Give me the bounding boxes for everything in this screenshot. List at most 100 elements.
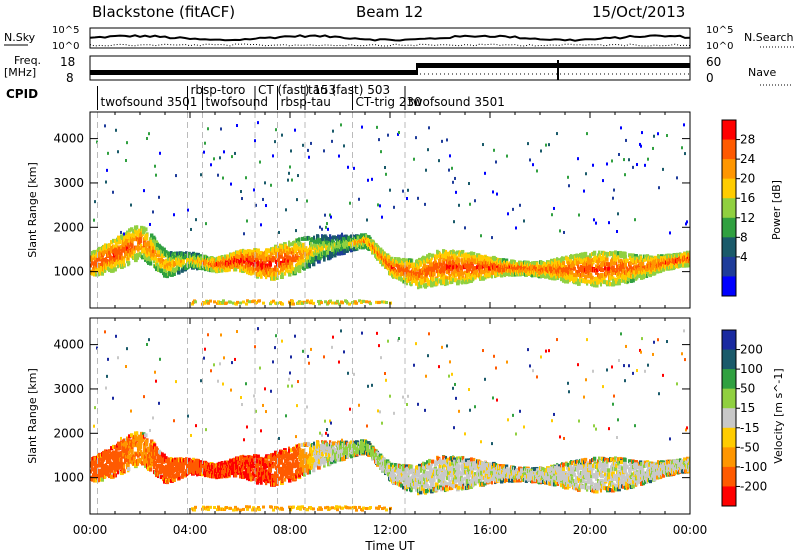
velocity-echo-cell: [131, 450, 134, 454]
power-echo-cell: [296, 198, 298, 201]
power-echo-cell: [265, 275, 267, 279]
power-echo-cell: [126, 141, 128, 144]
power-echo-cell: [260, 223, 262, 226]
velocity-echo-cell: [123, 465, 125, 469]
power-echo-cell: [274, 140, 276, 143]
power-echo-cell: [468, 182, 470, 185]
power-echo-cell: [347, 166, 349, 169]
power-echo-cell: [287, 179, 289, 182]
power-echo-cell: [369, 302, 372, 305]
power-echo-cell: [410, 259, 412, 263]
power-echo-cell: [578, 214, 580, 217]
power-echo-cell: [666, 134, 668, 137]
power-echo-cell: [149, 223, 151, 226]
power-echo-cell: [623, 158, 625, 161]
freq-trace-late: [417, 63, 690, 68]
power-echo-cell: [205, 222, 207, 225]
power-echo-cell: [385, 173, 387, 176]
power-echo-cell: [146, 234, 148, 238]
power-echo-cell: [458, 204, 460, 207]
nave-tick-high: 60: [706, 55, 721, 69]
power-echo-cell: [330, 216, 332, 219]
power-echo-cell: [320, 301, 323, 304]
freq-tick-high: 18: [60, 55, 75, 69]
power-echo-cell: [152, 210, 154, 213]
velocity-echo-cell: [136, 431, 138, 435]
power-echo-cell: [413, 158, 415, 161]
power-echo-cell: [647, 158, 649, 161]
power-echo-cell: [536, 169, 538, 172]
power-echo-cell: [265, 204, 267, 207]
power-echo-cell: [114, 267, 116, 271]
power-echo-cell: [636, 163, 638, 166]
nsky-trace: [90, 35, 690, 40]
power-echo-cell: [387, 134, 389, 137]
power-echo-cell: [233, 252, 235, 256]
power-echo-cell: [568, 184, 570, 187]
power-echo-cell: [605, 257, 609, 261]
power-echo-cell: [223, 150, 225, 153]
power-echo-cell: [309, 264, 311, 268]
power-echo-cell: [458, 263, 460, 267]
power-echo-cell: [652, 147, 654, 150]
power-echo-cell: [662, 168, 664, 171]
power-echo-cell: [281, 273, 284, 277]
power-echo-cell: [393, 206, 395, 209]
power-echo-cell: [236, 124, 238, 127]
nsky-tick-high: 10^5: [52, 25, 79, 36]
power-echo-cell: [384, 166, 386, 169]
velocity-echo-cell: [117, 470, 119, 474]
power-echo-cell: [659, 265, 661, 269]
power-echo-cell: [455, 191, 457, 194]
power-echo-cell: [331, 140, 333, 143]
power-echo-cell: [219, 156, 221, 159]
power-echo-cell: [658, 186, 660, 189]
power-echo-cell: [407, 189, 409, 192]
velocity-echo-cell: [114, 473, 116, 477]
power-echo-cell: [495, 160, 497, 163]
power-echo-cell: [408, 266, 410, 270]
power-echo-cell: [457, 257, 460, 261]
power-echo-cell: [470, 251, 473, 255]
velocity-echo-cell: [123, 468, 125, 472]
power-echo-cell: [259, 161, 261, 164]
power-echo-cell: [608, 221, 610, 224]
power-echo-cell: [572, 260, 574, 264]
power-echo-cell: [689, 251, 692, 255]
power-echo-cell: [117, 150, 119, 153]
beam-label: Beam 12: [356, 3, 423, 21]
power-echo-cell: [130, 204, 132, 207]
velocity-echo-cell: [104, 330, 106, 333]
power-echo-cell: [361, 126, 363, 129]
power-echo-cell: [312, 302, 315, 305]
power-echo-cell: [519, 204, 521, 207]
power-echo-cell: [474, 199, 476, 202]
power-echo-cell: [611, 159, 613, 162]
power-echo-cell: [493, 149, 495, 152]
power-echo-cell: [454, 177, 456, 180]
power-echo-cell: [445, 281, 449, 285]
power-echo-cell: [291, 179, 293, 182]
power-echo-cell: [684, 152, 686, 155]
y-tick-label: 2000: [53, 220, 84, 234]
power-echo-cell: [625, 139, 627, 142]
nsearch-trace: [90, 44, 690, 46]
power-echo-cell: [469, 203, 471, 206]
power-echo-cell: [243, 232, 245, 235]
power-echo-cell: [556, 132, 558, 135]
power-echo-cell: [657, 132, 659, 135]
power-echo-cell: [527, 142, 529, 145]
power-echo-cell: [253, 188, 255, 191]
velocity-echo-cell: [107, 358, 109, 361]
power-echo-cell: [291, 265, 293, 269]
velocity-echo-cell: [136, 437, 138, 441]
power-echo-cell: [523, 219, 525, 222]
nsearch-tick-low: 10^0: [706, 41, 733, 52]
power-echo-cell: [264, 181, 266, 184]
power-echo-cell: [628, 158, 630, 161]
power-echo-cell: [136, 225, 138, 229]
power-echo-cell: [203, 151, 205, 154]
power-echo-cell: [366, 218, 368, 221]
power-echo-cell: [159, 152, 161, 155]
